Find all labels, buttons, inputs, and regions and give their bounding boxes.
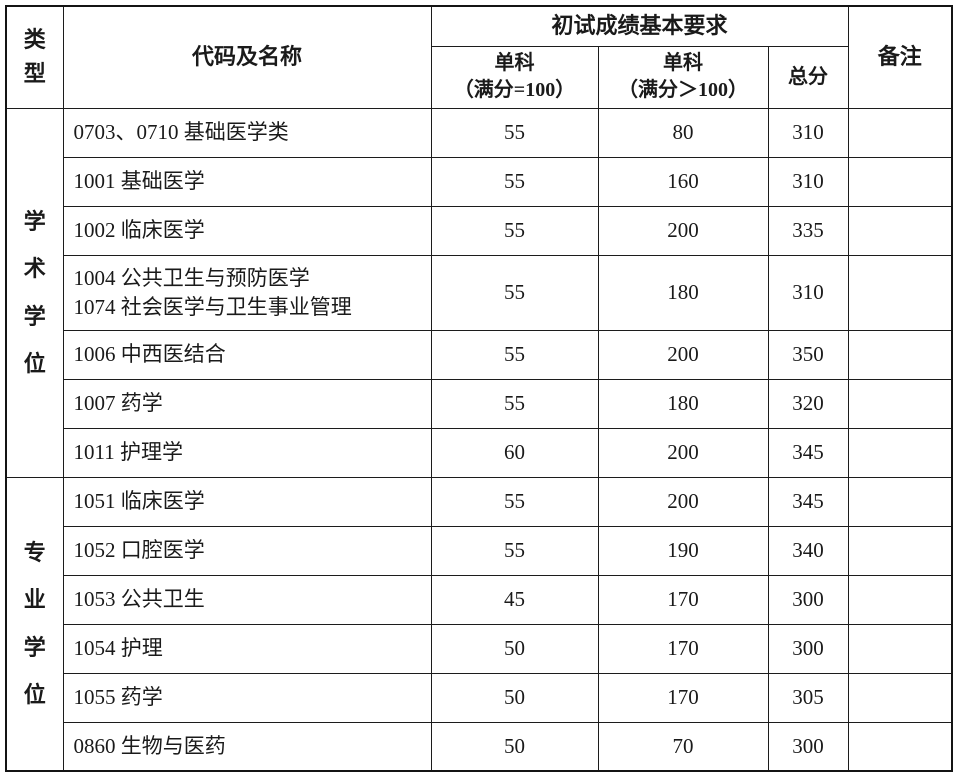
remark-cell bbox=[847, 254, 953, 331]
score-total: 310 bbox=[767, 156, 849, 207]
program-name: 1004 公共卫生与预防医学 1074 社会医学与卫生事业管理 bbox=[62, 254, 432, 331]
remark-cell bbox=[847, 623, 953, 674]
table-row: 1002 临床医学 55 200 335 bbox=[6, 205, 953, 256]
score-total: 300 bbox=[767, 623, 849, 674]
remark-cell bbox=[847, 156, 953, 207]
score-single-gt100: 170 bbox=[597, 672, 769, 723]
score-total: 335 bbox=[767, 205, 849, 256]
score-total: 310 bbox=[767, 254, 849, 331]
score-single-100: 50 bbox=[430, 672, 599, 723]
score-total: 345 bbox=[767, 476, 849, 527]
program-name: 0860 生物与医药 bbox=[62, 721, 432, 772]
score-single-gt100: 170 bbox=[597, 623, 769, 674]
score-total: 320 bbox=[767, 378, 849, 429]
score-total: 350 bbox=[767, 329, 849, 380]
remark-cell bbox=[847, 721, 953, 772]
table-row: 1052 口腔医学 55 190 340 bbox=[6, 525, 953, 576]
score-total: 305 bbox=[767, 672, 849, 723]
table-row: 1004 公共卫生与预防医学 1074 社会医学与卫生事业管理 55 180 3… bbox=[6, 254, 953, 331]
score-single-gt100: 180 bbox=[597, 254, 769, 331]
remark-cell bbox=[847, 476, 953, 527]
score-total: 300 bbox=[767, 574, 849, 625]
score-single-gt100: 200 bbox=[597, 427, 769, 478]
section-cell-academic: 学术学位 bbox=[5, 107, 64, 478]
header-row-sub: 单科 （满分=100） 单科 （满分＞100） 总分 bbox=[6, 45, 952, 109]
program-name: 0703、0710 基础医学类 bbox=[62, 107, 432, 158]
program-name: 1007 药学 bbox=[62, 378, 432, 429]
score-single-100: 50 bbox=[430, 623, 599, 674]
score-single-100: 55 bbox=[430, 107, 599, 158]
table-row: 专业学位 1051 临床医学 55 200 345 bbox=[5, 476, 953, 772]
program-name: 1001 基础医学 bbox=[62, 156, 432, 207]
score-single-100: 55 bbox=[430, 329, 599, 380]
table-row: 1011 护理学 60 200 345 bbox=[6, 427, 953, 478]
score-single-100: 60 bbox=[430, 427, 599, 478]
score-requirements-table: 类型 代码及名称 初试成绩基本要求 备注 单科 （满分=100） 单科 （满分＞… bbox=[5, 5, 954, 772]
table-row: 0860 生物与医药 50 70 300 bbox=[6, 721, 953, 772]
section-label-academic: 学术学位 bbox=[23, 208, 46, 376]
score-single-gt100: 170 bbox=[597, 574, 769, 625]
table-row: 1055 药学 50 170 305 bbox=[6, 672, 953, 723]
remark-cell bbox=[847, 427, 953, 478]
score-single-gt100: 200 bbox=[597, 205, 769, 256]
program-name: 1002 临床医学 bbox=[62, 205, 432, 256]
remark-cell bbox=[847, 329, 953, 380]
col-header-code-name: 代码及名称 bbox=[62, 5, 432, 109]
header-row-group: 类型 代码及名称 初试成绩基本要求 备注 bbox=[5, 5, 953, 109]
score-single-100: 50 bbox=[430, 721, 599, 772]
score-total: 300 bbox=[767, 721, 849, 772]
program-name: 1051 临床医学 bbox=[62, 476, 432, 527]
score-single-gt100: 200 bbox=[597, 329, 769, 380]
remark-cell bbox=[847, 205, 953, 256]
program-name: 1055 药学 bbox=[62, 672, 432, 723]
score-single-gt100: 190 bbox=[597, 525, 769, 576]
remark-cell bbox=[847, 378, 953, 429]
score-single-100: 45 bbox=[430, 574, 599, 625]
program-name: 1054 护理 bbox=[62, 623, 432, 674]
table-row: 学术学位 0703、0710 基础医学类 55 80 310 bbox=[5, 107, 953, 478]
remark-cell bbox=[847, 672, 953, 723]
score-single-100: 55 bbox=[430, 205, 599, 256]
table-row: 1001 基础医学 55 160 310 bbox=[6, 156, 953, 207]
score-single-100: 55 bbox=[430, 378, 599, 429]
score-single-gt100: 80 bbox=[597, 107, 769, 158]
remark-cell bbox=[847, 525, 953, 576]
program-name: 1053 公共卫生 bbox=[62, 574, 432, 625]
score-single-gt100: 160 bbox=[597, 156, 769, 207]
program-name: 1052 口腔医学 bbox=[62, 525, 432, 576]
score-single-100: 55 bbox=[430, 476, 599, 527]
table-row: 1007 药学 55 180 320 bbox=[6, 378, 953, 429]
col-header-type-label: 类型 bbox=[23, 27, 46, 87]
section-label-professional: 专业学位 bbox=[23, 540, 46, 708]
col-header-score-group: 初试成绩基本要求 bbox=[430, 5, 849, 47]
table-row: 1006 中西医结合 55 200 350 bbox=[6, 329, 953, 380]
score-total: 345 bbox=[767, 427, 849, 478]
table-row: 1054 护理 50 170 300 bbox=[6, 623, 953, 674]
program-name: 1006 中西医结合 bbox=[62, 329, 432, 380]
col-header-single-gt100: 单科 （满分＞100） bbox=[597, 45, 769, 109]
remark-cell bbox=[847, 574, 953, 625]
col-header-total: 总分 bbox=[767, 45, 849, 109]
score-total: 340 bbox=[767, 525, 849, 576]
section-cell-professional: 专业学位 bbox=[5, 476, 64, 772]
remark-cell bbox=[847, 107, 953, 158]
score-single-gt100: 180 bbox=[597, 378, 769, 429]
score-single-100: 55 bbox=[430, 156, 599, 207]
col-header-single-100: 单科 （满分=100） bbox=[430, 45, 599, 109]
col-header-type: 类型 bbox=[5, 5, 64, 109]
score-single-gt100: 70 bbox=[597, 721, 769, 772]
table-row: 1053 公共卫生 45 170 300 bbox=[6, 574, 953, 625]
col-header-remark: 备注 bbox=[847, 5, 953, 109]
program-name: 1011 护理学 bbox=[62, 427, 432, 478]
score-single-100: 55 bbox=[430, 525, 599, 576]
score-single-100: 55 bbox=[430, 254, 599, 331]
score-single-gt100: 200 bbox=[597, 476, 769, 527]
score-total: 310 bbox=[767, 107, 849, 158]
